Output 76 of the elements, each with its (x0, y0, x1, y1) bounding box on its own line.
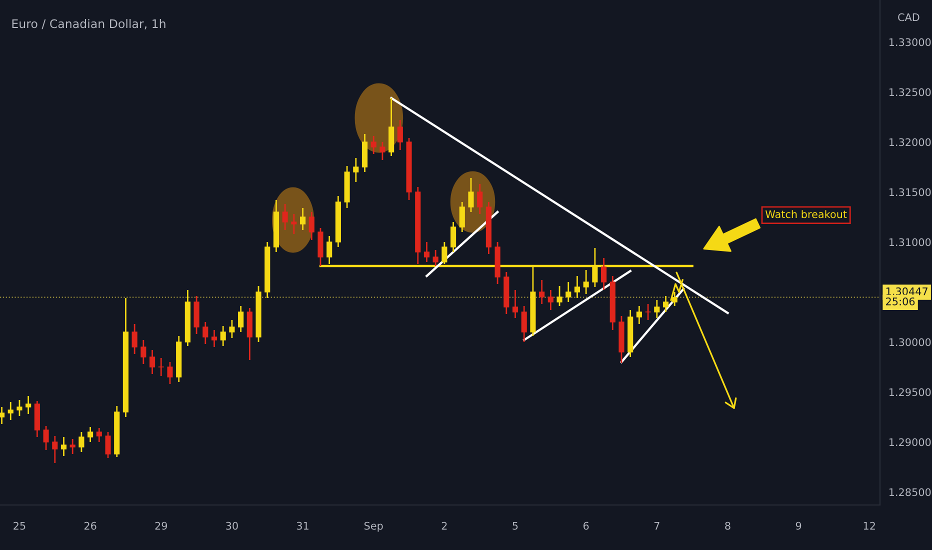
candlestick (601, 257, 607, 291)
candlestick (566, 281, 572, 303)
candlestick (140, 339, 146, 365)
candlestick (88, 426, 94, 443)
candlestick (291, 213, 297, 235)
candlestick (662, 295, 669, 313)
y-tick-label: 1.31500 (889, 188, 931, 196)
candlestick (583, 269, 589, 295)
candlestick (238, 305, 244, 333)
x-tick-label: 8 (725, 522, 730, 530)
y-tick-label: 1.30000 (889, 338, 931, 346)
candlestick (654, 299, 660, 319)
candlestick (574, 275, 580, 299)
x-tick-label: 26 (84, 522, 96, 530)
candlestick (424, 241, 430, 263)
x-tick-label: Sep (364, 522, 383, 532)
candlestick (397, 119, 403, 151)
y-tick-label: 1.29500 (889, 388, 931, 396)
candlestick (26, 395, 32, 415)
candlestick (70, 438, 76, 455)
candlestick (8, 401, 14, 421)
candlestick (539, 279, 545, 305)
candlestick (477, 183, 483, 215)
candlestick (308, 211, 314, 241)
ref-line-label: 1.30447 (886, 287, 928, 296)
candlestick (548, 289, 554, 311)
x-tick-label: 6 (583, 522, 589, 530)
candlestick (459, 201, 465, 233)
candlestick (211, 329, 218, 348)
candlestick (450, 221, 456, 253)
candlestick (370, 135, 376, 155)
candlestick (380, 141, 386, 161)
candlestick (220, 325, 226, 347)
y-axis-title: CAD (898, 13, 920, 22)
x-tick-label: 29 (155, 522, 168, 530)
candlestick (229, 319, 235, 339)
x-tick-label: 25 (14, 522, 26, 530)
x-tick-label: 12 (864, 522, 875, 530)
candlestick (132, 323, 138, 355)
y-tick-label: 1.31000 (889, 238, 931, 246)
candlestick (300, 207, 306, 231)
x-tick-label: 9 (796, 522, 802, 530)
candlestick (149, 349, 156, 375)
text: 25:06 (886, 297, 915, 306)
candlestick (158, 357, 164, 377)
y-tick-label: 1.33000 (889, 38, 931, 46)
candlestick (167, 361, 173, 385)
x-tick-label: 7 (654, 522, 660, 530)
x-tick-label: 5 (512, 522, 518, 530)
candlestick (16, 399, 22, 417)
candlestick (512, 289, 518, 319)
text: Euro / Canadian Dollar, 1h (12, 19, 166, 30)
candlestick (43, 425, 49, 451)
candlestick (52, 435, 58, 464)
x-tick-label: 2 (442, 522, 447, 530)
candlestick (521, 305, 527, 343)
candlestick (0, 406, 5, 425)
y-tick-label: 1.29000 (889, 438, 931, 446)
candlestick (353, 157, 359, 183)
candlestick (432, 249, 438, 267)
candlestick (60, 436, 67, 457)
x-tick-label: 30 (226, 522, 238, 530)
candlestick (105, 431, 111, 459)
x-tick-label: 31 (296, 522, 308, 530)
y-tick-label: 1.32500 (889, 88, 931, 96)
candlestick (636, 305, 642, 325)
candlestick (202, 321, 208, 345)
candlestick (468, 177, 474, 213)
candlestick (556, 285, 562, 307)
candlestick (645, 303, 651, 321)
y-tick-label: 1.32000 (889, 138, 931, 146)
candlestick (96, 427, 102, 443)
annotation: Watch breakout (765, 210, 847, 218)
candlestick (282, 203, 288, 231)
candlestick (78, 431, 84, 453)
y-tick-label: 1.28500 (889, 488, 931, 496)
